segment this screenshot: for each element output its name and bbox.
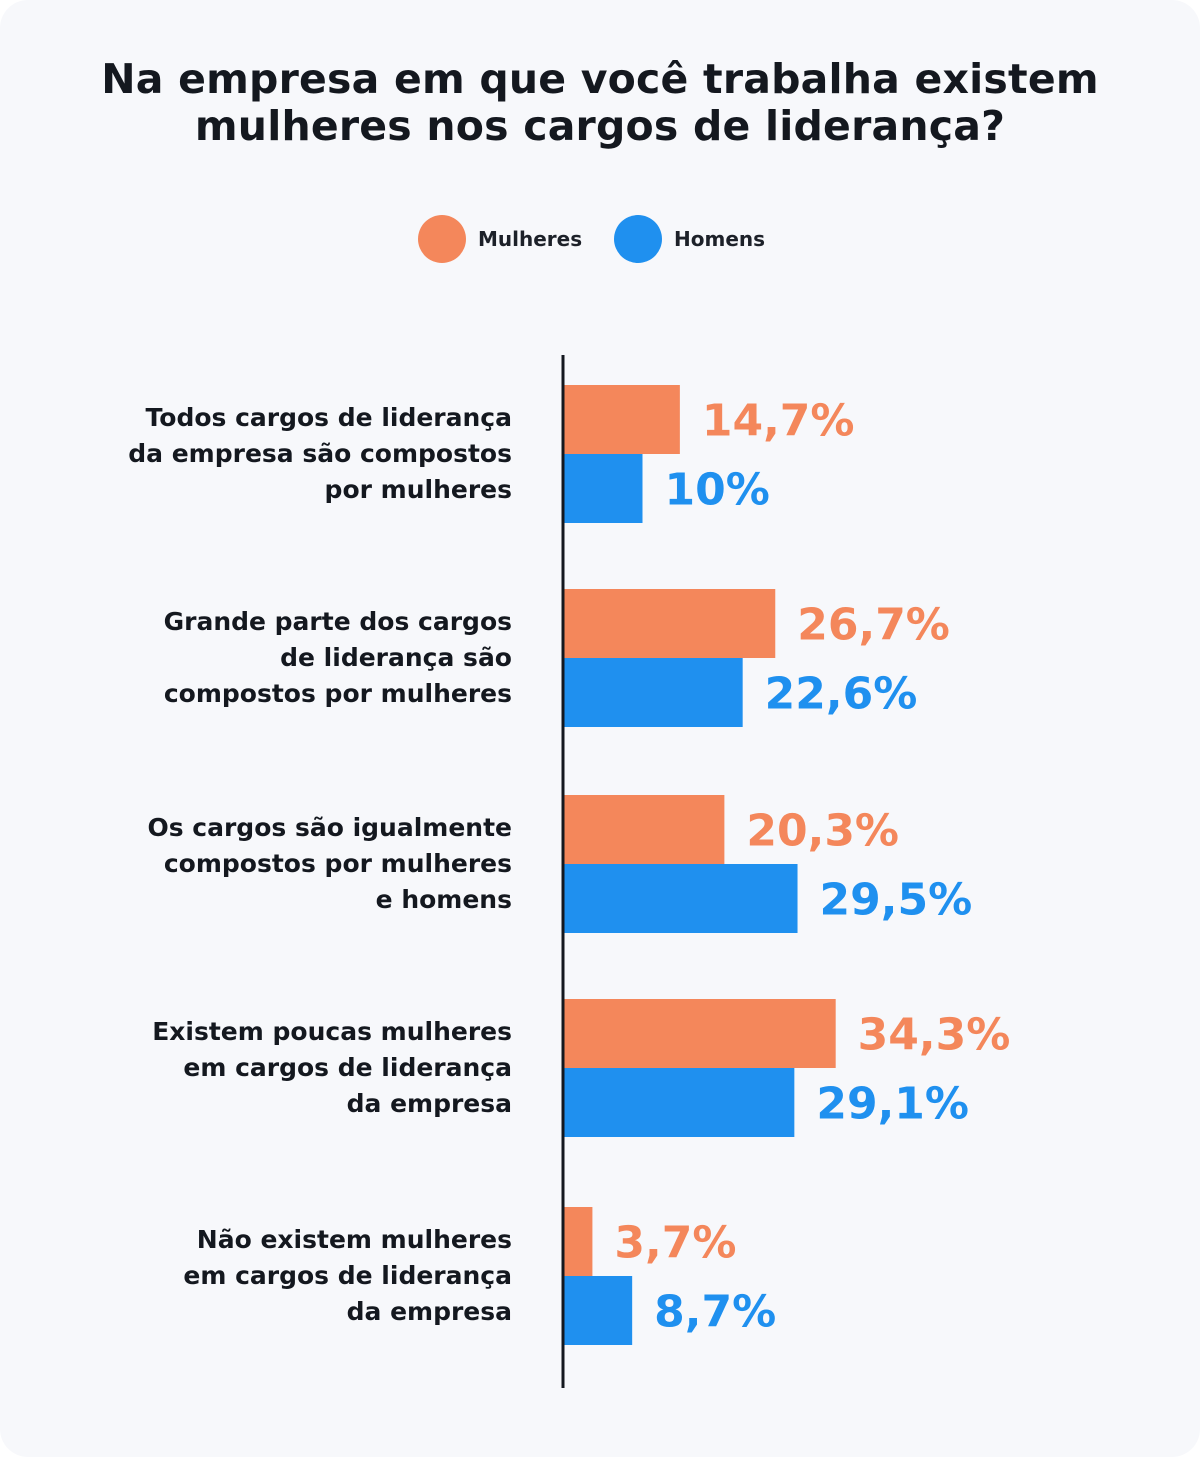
category-label-line: Os cargos são igualmente	[147, 813, 512, 842]
bar-mulheres	[563, 1207, 593, 1276]
bar-mulheres	[563, 795, 725, 864]
data-label-homens: 29,5%	[820, 875, 973, 926]
bar-homens	[563, 658, 743, 727]
data-label-homens: 22,6%	[765, 669, 918, 720]
category-label-line: e homens	[375, 885, 512, 914]
chart-title: Na empresa em que você trabalha existem …	[0, 56, 1200, 150]
category-label-line: Todos cargos de liderança	[145, 403, 512, 432]
category-label-line: de liderança são	[280, 643, 512, 672]
legend-swatch-mulheres	[418, 215, 466, 263]
category-label-line: em cargos de liderança	[183, 1053, 512, 1082]
bar-mulheres	[563, 385, 680, 454]
category-label-line: por mulheres	[324, 475, 512, 504]
bar-homens	[563, 1068, 795, 1137]
category-label-line: Existem poucas mulheres	[152, 1017, 512, 1046]
bar-homens	[563, 454, 643, 523]
chart-title-line-1: Na empresa em que você trabalha existem	[101, 55, 1099, 103]
category-label: Não existem mulheres em cargos de lideran…	[72, 1222, 512, 1330]
legend-swatch-homens	[614, 215, 662, 263]
data-label-homens: 8,7%	[654, 1287, 776, 1338]
data-label-mulheres: 14,7%	[702, 396, 855, 447]
category-label-line: compostos por mulheres	[163, 679, 512, 708]
category-label: Os cargos são igualmente compostos por mu…	[72, 810, 512, 918]
legend-label-mulheres: Mulheres	[478, 227, 583, 251]
legend-label-homens: Homens	[674, 227, 766, 251]
chart-title-line-2: mulheres nos cargos de liderança?	[194, 102, 1006, 150]
bar-mulheres	[563, 999, 836, 1068]
bar-homens	[563, 1276, 633, 1345]
category-label-line: da empresa são compostos	[128, 439, 512, 468]
data-label-mulheres: 34,3%	[858, 1010, 1011, 1061]
category-label-line: Não existem mulheres	[196, 1225, 512, 1254]
legend-item-mulheres: Mulheres	[418, 214, 582, 264]
data-label-mulheres: 3,7%	[614, 1218, 736, 1269]
category-label-line: compostos por mulheres	[163, 849, 512, 878]
bar-mulheres	[563, 589, 776, 658]
category-label-line: Grande parte dos cargos	[163, 607, 512, 636]
category-label-line: da empresa	[346, 1089, 512, 1118]
data-label-homens: 29,1%	[816, 1079, 969, 1130]
category-label: Todos cargos de liderança da empresa são …	[72, 400, 512, 508]
category-label-line: em cargos de liderança	[183, 1261, 512, 1290]
category-label: Existem poucas mulheres em cargos de lide…	[72, 1014, 512, 1122]
data-label-mulheres: 26,7%	[797, 600, 950, 651]
category-label: Grande parte dos cargos de liderança são c…	[72, 604, 512, 712]
bar-homens	[563, 864, 798, 933]
data-label-homens: 10%	[665, 465, 770, 516]
category-label-line: da empresa	[346, 1297, 512, 1326]
legend-item-homens: Homens	[614, 214, 765, 264]
data-label-mulheres: 20,3%	[746, 806, 899, 857]
